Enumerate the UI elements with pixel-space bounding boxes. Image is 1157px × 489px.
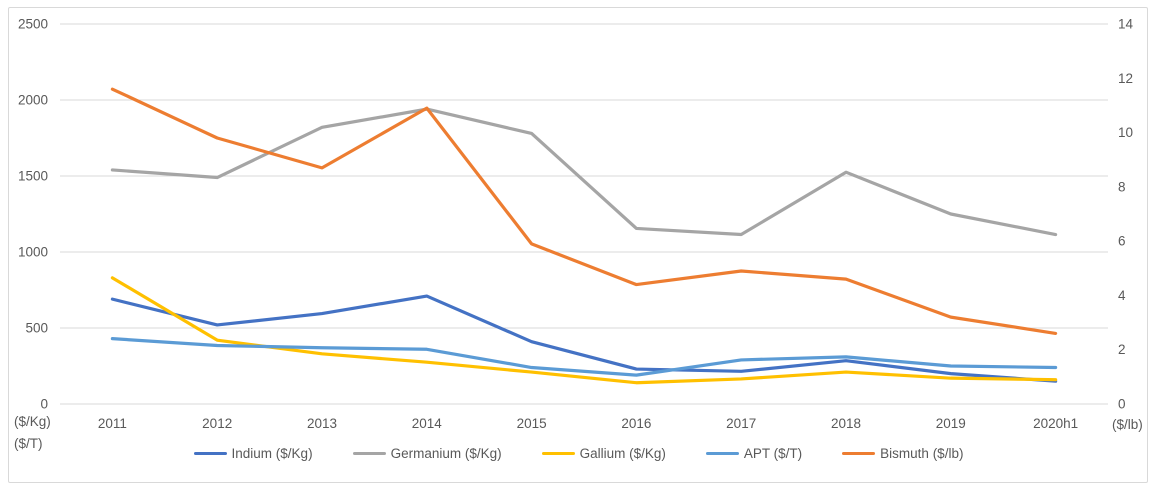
series-line-bismuth — [110, 87, 1058, 336]
legend-swatch-gallium — [541, 451, 575, 456]
legend-item-bismuth: Bismuth ($/lb) — [842, 446, 963, 461]
x-axis-category-label: 2017 — [726, 416, 756, 431]
left-axis-tick-label: 2500 — [18, 17, 48, 32]
x-axis-category-label: 2014 — [412, 416, 443, 431]
legend-item-indium: Indium ($/Kg) — [193, 446, 313, 461]
legend-swatch-apt — [705, 451, 739, 456]
series-line-germanium — [110, 107, 1058, 237]
x-axis-category-label: 2016 — [621, 416, 651, 431]
gridlines — [60, 23, 1108, 405]
series-line-gallium — [110, 276, 1058, 385]
left-axis-tick-label: 1000 — [18, 245, 48, 260]
legend-label-bismuth: Bismuth ($/lb) — [880, 446, 964, 461]
legend-swatch-bismuth — [842, 451, 876, 456]
right-axis-tick-label: 4 — [1118, 288, 1126, 303]
right-axis-tick-label: 8 — [1118, 179, 1126, 194]
x-axis-category-label: 2013 — [307, 416, 337, 431]
legend-item-gallium: Gallium ($/Kg) — [541, 446, 666, 461]
left-axis-unit-label-kg: ($/Kg) — [14, 414, 51, 429]
x-axis-category-labels: 2011 2012 2013 2014 2015 2016 2017 2018 2019 2020… — [98, 416, 1078, 431]
right-axis-tick-label: 2 — [1118, 342, 1126, 357]
x-axis-category-label: 2011 — [98, 416, 127, 431]
series-lines — [110, 87, 1058, 385]
legend-swatch-germanium — [352, 451, 386, 456]
left-axis-tick-label: 2000 — [18, 93, 48, 108]
legend-label-apt: APT ($/T) — [743, 446, 803, 461]
legend-label-indium: Indium ($/Kg) — [231, 446, 313, 461]
x-axis-category-label: 2015 — [517, 416, 547, 431]
left-axis-tick-label: 1500 — [18, 169, 48, 184]
right-axis-tick-label: 12 — [1118, 71, 1133, 86]
legend-item-apt: APT ($/T) — [705, 446, 803, 461]
legend-label-germanium: Germanium ($/Kg) — [390, 446, 502, 461]
right-axis-tick-label: 10 — [1118, 125, 1133, 140]
left-axis-tick-label: 0 — [40, 397, 48, 412]
legend-item-germanium: Germanium ($/Kg) — [352, 446, 502, 461]
x-axis-category-label: 2019 — [936, 416, 966, 431]
chart-legend: Indium ($/Kg) Germanium ($/Kg) Gallium ($/… — [0, 446, 1157, 461]
right-axis-tick-label: 0 — [1118, 397, 1126, 412]
series-line-apt — [110, 337, 1058, 377]
series-line-indium — [110, 294, 1058, 383]
right-axis-tick-label: 14 — [1118, 17, 1134, 32]
x-axis-category-label: 2012 — [202, 416, 232, 431]
right-axis-tick-label: 6 — [1118, 234, 1126, 249]
left-axis-tick-labels: 0 500 1000 1500 2000 2500 — [18, 17, 48, 412]
legend-label-gallium: Gallium ($/Kg) — [579, 446, 666, 461]
right-axis-tick-labels: 0 2 4 6 8 10 12 14 — [1118, 17, 1134, 412]
x-axis-category-label: 2020h1 — [1033, 416, 1078, 431]
legend-swatch-indium — [193, 451, 227, 456]
left-axis-unit-label-t: ($/T) — [14, 436, 43, 451]
right-axis-unit-label-lb: ($/lb) — [1112, 417, 1143, 432]
x-axis-category-label: 2018 — [831, 416, 861, 431]
left-axis-tick-label: 500 — [25, 321, 48, 336]
